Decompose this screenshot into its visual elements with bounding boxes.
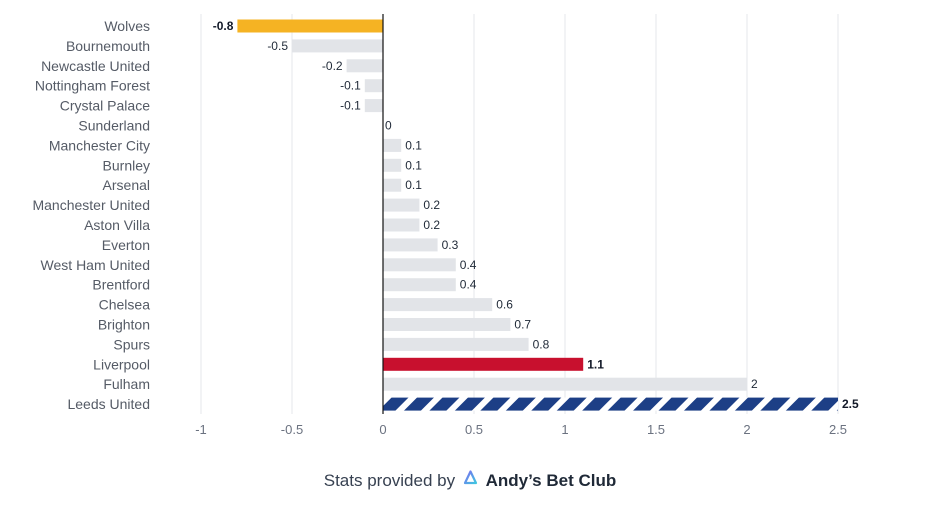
bar: [383, 198, 420, 212]
footer: Stats provided by Andy’s Bet Club: [0, 470, 940, 493]
bar: [364, 79, 383, 93]
value-label: 0.7: [514, 318, 531, 332]
category-label: Bournemouth: [66, 38, 150, 54]
x-tick-label: 1.5: [647, 422, 665, 437]
bar: [383, 337, 529, 351]
category-label: Manchester City: [49, 137, 150, 153]
category-label: West Ham United: [41, 257, 150, 273]
bar: [383, 178, 402, 192]
value-label: -0.1: [340, 79, 361, 93]
x-tick-labels: -1 -0.5 0 0.5 1 1.5 2 2.5: [195, 422, 847, 437]
category-label: Burnley: [103, 157, 150, 173]
category-label: Spurs: [113, 336, 150, 352]
category-label: Nottingham Forest: [35, 78, 150, 94]
category-label: Chelsea: [99, 297, 151, 313]
category-label: Wolves: [104, 18, 150, 34]
value-label: 0.6: [496, 298, 513, 312]
category-label: Brighton: [98, 317, 150, 333]
value-label: 0.1: [405, 158, 422, 172]
bar: [383, 298, 493, 312]
value-label: 2.5: [842, 397, 859, 411]
bar: [237, 19, 383, 33]
bar-chart: Wolves Bournemouth Newcastle United Notting…: [32, 14, 859, 437]
x-tick-label: -1: [195, 422, 207, 437]
footer-prefix: Stats provided by: [323, 470, 456, 490]
footer-brand: Andy’s Bet Club: [485, 470, 617, 490]
value-label: -0.1: [340, 99, 361, 113]
bar: [383, 218, 420, 232]
category-label: Crystal Palace: [60, 98, 150, 114]
value-label: 0.2: [423, 218, 440, 232]
bar: [383, 238, 438, 252]
category-label: Aston Villa: [84, 217, 150, 233]
bar: [383, 318, 511, 331]
bars: [237, 19, 838, 411]
value-label: 0.4: [460, 278, 477, 292]
abc-logo-icon: [463, 470, 478, 490]
value-labels: -0.8-0.5-0.2-0.1-0.100.10.10.10.20.20.30…: [213, 19, 859, 411]
value-label: -0.8: [213, 19, 234, 33]
x-tick-label: 0.5: [465, 422, 483, 437]
category-label: Sunderland: [78, 118, 150, 134]
value-label: 0.1: [405, 178, 422, 192]
grid-lines: [200, 14, 839, 414]
value-label: 0.3: [442, 238, 459, 252]
value-label: -0.5: [267, 39, 288, 53]
value-label: 2: [751, 377, 758, 391]
category-labels: Wolves Bournemouth Newcastle United Notting…: [32, 18, 150, 412]
value-label: 0.1: [405, 138, 422, 152]
bar: [364, 99, 383, 113]
category-label: Arsenal: [103, 177, 150, 193]
bar: [383, 158, 402, 172]
value-label: 1.1: [587, 357, 604, 371]
bar: [292, 39, 383, 53]
x-tick-label: 2: [743, 422, 750, 437]
bar: [383, 258, 456, 272]
bar: [383, 138, 402, 152]
value-label: 0: [385, 119, 392, 133]
category-label: Leeds United: [67, 396, 150, 412]
value-label: 0.4: [460, 258, 477, 272]
x-tick-label: 1: [561, 422, 568, 437]
bar: [383, 357, 584, 371]
bar: [383, 377, 747, 391]
category-label: Manchester United: [32, 197, 150, 213]
x-tick-label: -0.5: [281, 422, 303, 437]
bar: [383, 278, 456, 292]
category-label: Liverpool: [93, 356, 150, 372]
category-label: Brentford: [92, 277, 150, 293]
category-label: Fulham: [103, 376, 150, 392]
value-label: -0.2: [322, 59, 343, 73]
bar: [383, 397, 838, 411]
category-label: Everton: [102, 237, 150, 253]
bar: [346, 59, 383, 73]
category-label: Newcastle United: [41, 58, 150, 74]
value-label: 0.2: [423, 198, 440, 212]
x-tick-label: 2.5: [829, 422, 847, 437]
value-label: 0.8: [533, 337, 550, 351]
x-tick-label: 0: [379, 422, 386, 437]
